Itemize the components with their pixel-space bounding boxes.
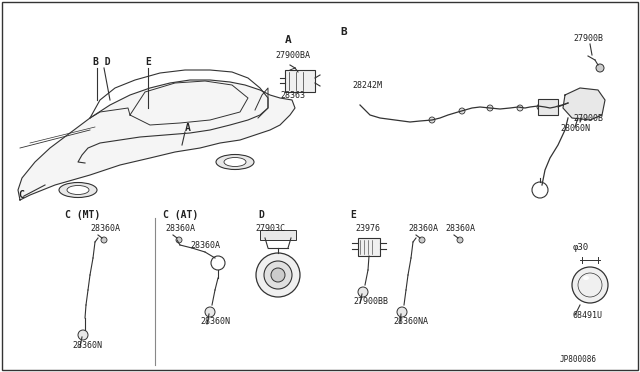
- Text: 27900BB: 27900BB: [353, 298, 388, 307]
- Text: C (MT): C (MT): [65, 210, 100, 220]
- Circle shape: [537, 104, 543, 110]
- Circle shape: [572, 267, 608, 303]
- Ellipse shape: [224, 157, 246, 167]
- Circle shape: [419, 237, 425, 243]
- Text: 28360NA: 28360NA: [393, 317, 428, 327]
- Text: B D: B D: [93, 57, 111, 67]
- Text: 28360N: 28360N: [200, 317, 230, 327]
- Circle shape: [429, 117, 435, 123]
- Text: D: D: [258, 210, 264, 220]
- Bar: [358, 238, 380, 256]
- Text: 68491U: 68491U: [573, 311, 603, 320]
- Text: 28363: 28363: [280, 90, 305, 99]
- Text: E: E: [145, 57, 151, 67]
- Text: 23976: 23976: [355, 224, 380, 232]
- Circle shape: [78, 330, 88, 340]
- Circle shape: [459, 108, 465, 114]
- Bar: [285, 70, 315, 92]
- Circle shape: [297, 71, 303, 77]
- Circle shape: [358, 287, 368, 297]
- Circle shape: [101, 237, 107, 243]
- Circle shape: [205, 307, 215, 317]
- Text: 28360A: 28360A: [165, 224, 195, 232]
- Text: JP800086: JP800086: [560, 356, 597, 365]
- Circle shape: [271, 268, 285, 282]
- Circle shape: [457, 237, 463, 243]
- Ellipse shape: [67, 186, 89, 195]
- Text: 27900BA: 27900BA: [275, 51, 310, 60]
- Text: 27903C: 27903C: [255, 224, 285, 232]
- Text: 28360N: 28360N: [72, 340, 102, 350]
- Circle shape: [256, 253, 300, 297]
- Text: 27900B: 27900B: [573, 33, 603, 42]
- Polygon shape: [18, 80, 295, 200]
- Bar: [538, 99, 558, 115]
- Text: A: A: [185, 123, 191, 133]
- Circle shape: [517, 105, 523, 111]
- Bar: [260, 230, 296, 240]
- Text: φ30: φ30: [573, 244, 589, 253]
- Text: 28360A: 28360A: [445, 224, 475, 232]
- Ellipse shape: [216, 154, 254, 170]
- Polygon shape: [563, 88, 605, 120]
- Text: E: E: [350, 210, 356, 220]
- Text: 27900B: 27900B: [573, 113, 603, 122]
- Circle shape: [264, 261, 292, 289]
- Text: C: C: [18, 190, 24, 200]
- Text: 28360A: 28360A: [190, 241, 220, 250]
- Text: A: A: [285, 35, 292, 45]
- Circle shape: [397, 307, 407, 317]
- Circle shape: [176, 237, 182, 243]
- Text: 28242M: 28242M: [352, 80, 382, 90]
- Text: B: B: [340, 27, 347, 37]
- Circle shape: [596, 64, 604, 72]
- Text: C (AT): C (AT): [163, 210, 198, 220]
- Ellipse shape: [59, 183, 97, 198]
- Text: 28060N: 28060N: [560, 124, 590, 132]
- Text: 28360A: 28360A: [90, 224, 120, 232]
- Ellipse shape: [583, 276, 589, 280]
- Circle shape: [487, 105, 493, 111]
- Text: 28360A: 28360A: [408, 224, 438, 232]
